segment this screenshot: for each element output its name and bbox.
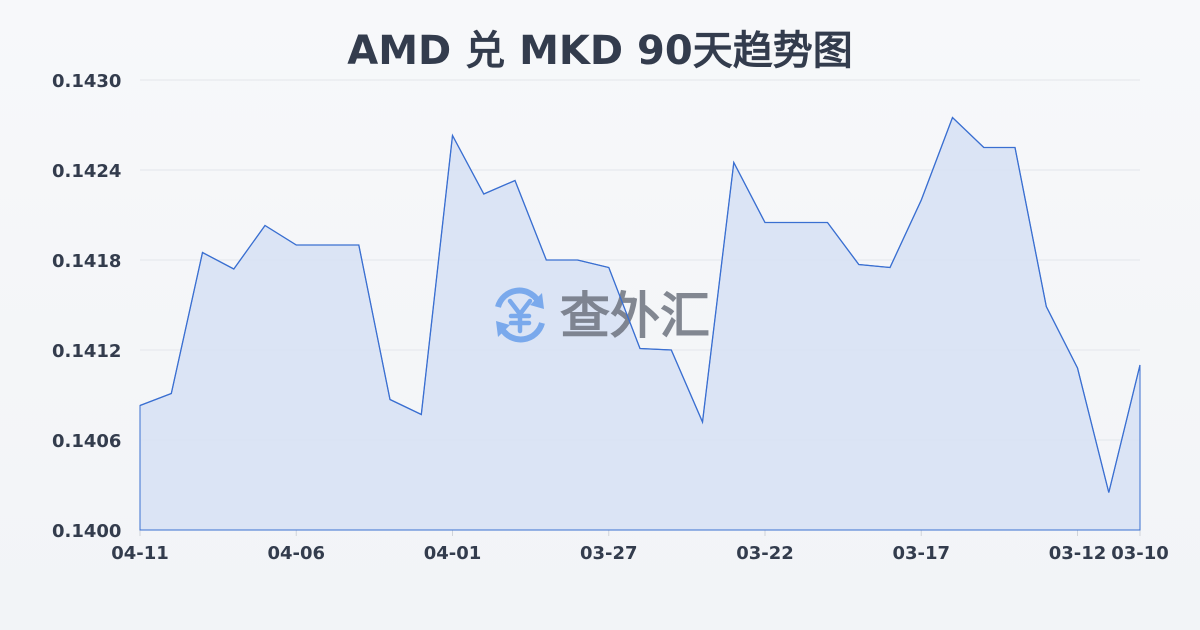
x-tick-label: 03-12 [1049, 543, 1107, 564]
chart-title: AMD 兑 MKD 90天趋势图 [347, 28, 853, 74]
watermark: 查外汇 [495, 287, 710, 345]
y-tick-label: 0.1406 [52, 431, 121, 452]
y-tick-label: 0.1430 [52, 71, 121, 92]
x-tick-label: 03-22 [736, 543, 794, 564]
y-tick-label: 0.1400 [52, 521, 121, 542]
x-tick-label: 03-17 [892, 543, 950, 564]
yen-exchange-icon [495, 287, 545, 343]
y-tick-label: 0.1424 [52, 161, 121, 182]
y-tick-label: 0.1418 [52, 251, 121, 272]
x-tick-label: 03-10 [1111, 543, 1169, 564]
y-tick-label: 0.1412 [52, 341, 121, 362]
x-tick-label: 04-06 [267, 543, 325, 564]
x-tick-label: 03-27 [580, 543, 638, 564]
x-tick-label: 04-11 [111, 543, 169, 564]
x-tick-label: 04-01 [424, 543, 482, 564]
